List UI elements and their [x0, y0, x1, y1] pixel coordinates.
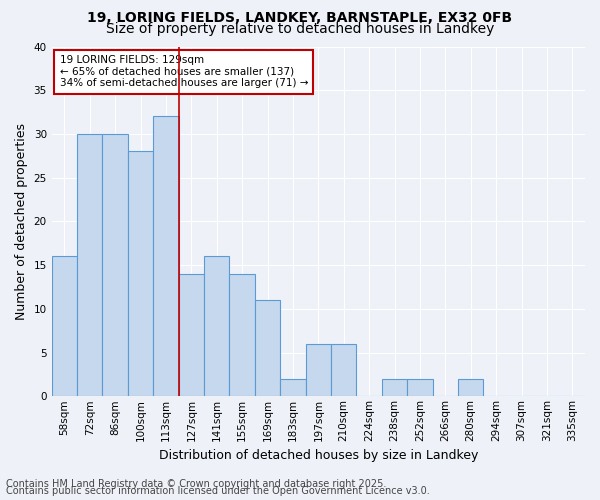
Bar — [128, 152, 153, 396]
Bar — [280, 379, 305, 396]
Y-axis label: Number of detached properties: Number of detached properties — [15, 123, 28, 320]
Bar — [153, 116, 179, 396]
Text: 19 LORING FIELDS: 129sqm
← 65% of detached houses are smaller (137)
34% of semi-: 19 LORING FIELDS: 129sqm ← 65% of detach… — [59, 55, 308, 88]
Bar — [407, 379, 433, 396]
Bar — [179, 274, 204, 396]
Bar — [52, 256, 77, 396]
Text: Contains HM Land Registry data © Crown copyright and database right 2025.: Contains HM Land Registry data © Crown c… — [6, 479, 386, 489]
Bar — [255, 300, 280, 396]
Bar — [77, 134, 103, 396]
Bar — [229, 274, 255, 396]
Bar — [103, 134, 128, 396]
Bar — [305, 344, 331, 397]
Bar — [331, 344, 356, 397]
Text: 19, LORING FIELDS, LANDKEY, BARNSTAPLE, EX32 0FB: 19, LORING FIELDS, LANDKEY, BARNSTAPLE, … — [88, 11, 512, 25]
Bar — [458, 379, 484, 396]
Bar — [204, 256, 229, 396]
Bar — [382, 379, 407, 396]
Text: Size of property relative to detached houses in Landkey: Size of property relative to detached ho… — [106, 22, 494, 36]
X-axis label: Distribution of detached houses by size in Landkey: Distribution of detached houses by size … — [158, 450, 478, 462]
Text: Contains public sector information licensed under the Open Government Licence v3: Contains public sector information licen… — [6, 486, 430, 496]
